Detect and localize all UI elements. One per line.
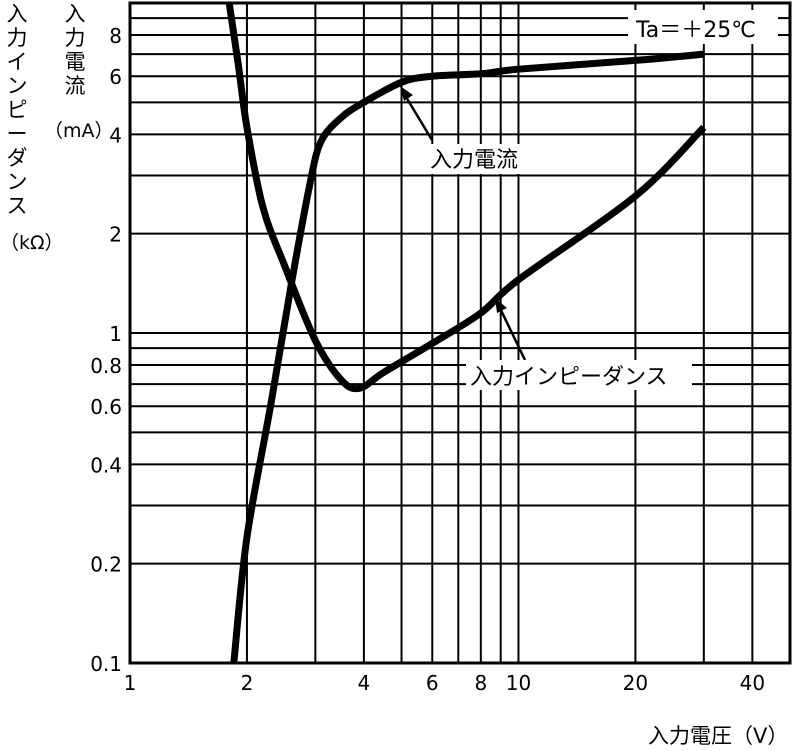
x-tick-label: 2 [241, 671, 254, 695]
series-line-input-impedance [225, 2, 707, 393]
x-tick-label: 4 [358, 671, 371, 695]
impedance-annotation-arrow [496, 303, 527, 361]
impedance-annotation-arrowhead [495, 298, 507, 313]
y-tick-labels: 0.1 0.2 0.4 0.6 0.8 1 2 4 6 8 [90, 24, 122, 676]
condition-label: Ta＝＋25℃ [635, 18, 756, 43]
current-annotation-arrowhead [400, 86, 413, 101]
y-tick-label: 4 [109, 123, 122, 147]
y-tick-label: 6 [109, 65, 122, 89]
condition-box [628, 10, 778, 44]
x-tick-label: 20 [623, 671, 648, 695]
horizontal-gridlines [130, 17, 790, 565]
y-tick-label: 0.8 [90, 354, 122, 378]
y-tick-label: 0.4 [90, 453, 122, 477]
x-tick-labels: 1 2 4 6 8 10 20 40 [124, 671, 765, 695]
x-tick-label: 1 [124, 671, 137, 695]
current-annotation-label: 入力電流 [430, 148, 518, 173]
series-layer [225, 2, 707, 664]
y-tick-label: 0.2 [90, 553, 122, 577]
x-axis-label: 入力電圧（V） [648, 724, 789, 748]
y-axis-label-impedance: 入力インピーダンス [6, 2, 28, 218]
x-tick-label: 10 [506, 671, 531, 695]
impedance-annotation-label: 入力インピーダンス [470, 365, 668, 390]
series-line-input-current [230, 50, 705, 664]
y-tick-label: 2 [109, 223, 122, 247]
y-axis-unit-current: （mA） [44, 120, 114, 142]
y-tick-label: 1 [109, 322, 122, 346]
x-tick-label: 40 [740, 671, 765, 695]
y-tick-label: 0.6 [90, 395, 122, 419]
y-axis-unit-impedance: （kΩ） [0, 232, 64, 254]
y-tick-label: 8 [109, 24, 122, 48]
impedance-annotation-bg [466, 360, 692, 390]
plot-frame [128, 1, 792, 665]
y-axis-label-current: 入力電流 [64, 2, 86, 98]
x-tick-label: 6 [426, 671, 439, 695]
y-tick-label: 0.1 [90, 652, 122, 676]
current-annotation-arrow [401, 91, 434, 141]
current-annotation-bg [426, 144, 542, 174]
x-tick-label: 8 [474, 671, 487, 695]
